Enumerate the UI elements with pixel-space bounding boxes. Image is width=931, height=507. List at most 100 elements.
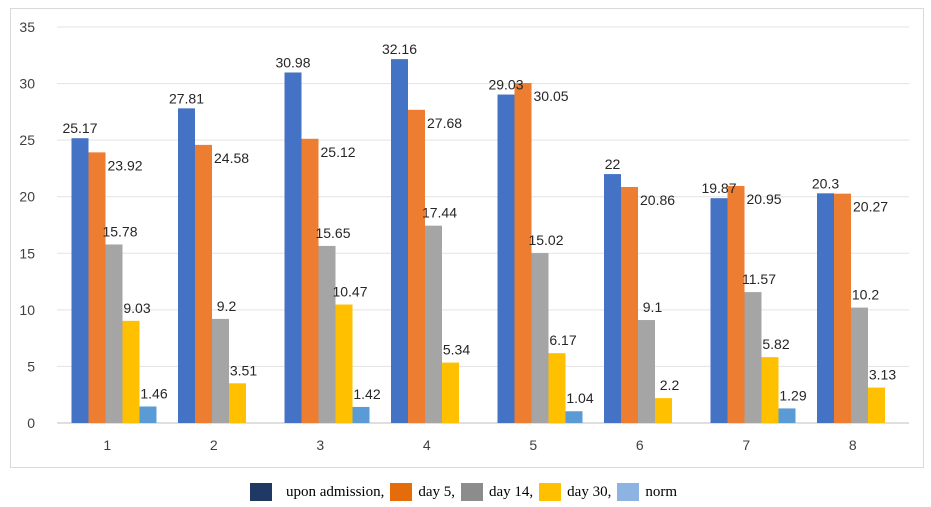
x-tick-label: 7	[742, 437, 750, 453]
data-label-series-4-cat-1: 1.46	[140, 385, 167, 401]
bar-series-0-cat-6	[604, 174, 621, 423]
x-tick-label: 4	[423, 437, 431, 453]
bar-series-3-cat-8	[868, 387, 885, 423]
x-tick-label: 8	[849, 437, 857, 453]
data-label-series-2-cat-3: 15.65	[315, 225, 350, 241]
bar-series-3-cat-5	[548, 353, 566, 423]
data-label-series-2-cat-2: 9.2	[217, 298, 237, 314]
bar-series-3-cat-4	[442, 362, 459, 423]
data-label-series-2-cat-8: 10.2	[852, 287, 879, 303]
data-label-series-1-cat-5: 30.05	[534, 88, 569, 104]
y-tick-label: 30	[19, 76, 35, 92]
legend-item-day-30: day 30,	[539, 483, 615, 501]
bar-series-1-cat-7	[727, 185, 745, 423]
legend-swatch-day-30	[539, 483, 562, 501]
data-label-series-3-cat-3: 10.47	[332, 284, 367, 300]
data-label-series-2-cat-7: 11.57	[742, 271, 776, 287]
data-label-series-2-cat-6: 9.1	[643, 299, 663, 315]
bar-series-4-cat-5	[565, 411, 583, 423]
bar-series-3-cat-6	[655, 398, 672, 423]
data-label-series-0-cat-1: 25.17	[62, 120, 97, 136]
data-label-series-3-cat-8: 3.13	[869, 367, 896, 383]
legend-label-norm: norm	[645, 483, 678, 500]
data-label-series-0-cat-8: 20.3	[812, 175, 839, 191]
data-label-series-2-cat-4: 17.44	[422, 205, 457, 221]
data-label-series-3-cat-2: 3.51	[230, 362, 257, 378]
y-tick-label: 10	[19, 302, 35, 318]
data-label-series-1-cat-1: 23.92	[108, 157, 143, 173]
bar-series-3-cat-1	[122, 320, 140, 423]
data-label-series-1-cat-6: 20.86	[640, 192, 675, 208]
legend-swatch-day-5	[390, 483, 413, 501]
data-label-series-0-cat-7: 19.87	[701, 180, 736, 196]
legend-swatch-upon-admission	[249, 483, 272, 501]
legend-label-day-5: day 5,	[418, 483, 455, 500]
data-label-series-0-cat-3: 30.98	[275, 54, 310, 70]
data-label-series-4-cat-7: 1.29	[779, 387, 806, 403]
data-label-series-3-cat-6: 2.2	[660, 377, 680, 393]
y-tick-label: 20	[19, 189, 35, 205]
x-tick-label: 1	[103, 437, 111, 453]
bar-series-2-cat-1	[105, 244, 123, 423]
bar-series-2-cat-2	[212, 318, 229, 423]
legend-item-day-14: day 14,	[461, 483, 537, 501]
bar-series-2-cat-6	[638, 320, 655, 423]
data-label-series-3-cat-7: 5.82	[762, 336, 789, 352]
data-label-series-0-cat-4: 32.16	[382, 41, 417, 57]
x-tick-label: 3	[316, 437, 324, 453]
y-tick-label: 0	[27, 415, 35, 431]
data-label-series-4-cat-5: 1.04	[566, 390, 593, 406]
bar-series-0-cat-2	[178, 108, 195, 423]
bar-series-1-cat-8	[834, 193, 851, 423]
data-label-series-1-cat-7: 20.95	[747, 191, 782, 207]
y-tick-label: 25	[19, 132, 35, 148]
bar-series-1-cat-1	[88, 152, 106, 423]
legend: upon admission, day 5, day 14, day 30, n…	[0, 481, 931, 503]
bar-series-4-cat-7	[778, 408, 796, 423]
bar-series-3-cat-7	[761, 357, 779, 423]
data-labels: 25.17 27.81 30.98 32.16 29.03 22 19.87 20.3 23.9…	[62, 41, 896, 406]
data-label-series-0-cat-6: 22	[605, 156, 621, 172]
bar-series-0-cat-3	[284, 72, 302, 423]
data-label-series-0-cat-5: 29.03	[488, 77, 523, 93]
bar-series-1-cat-2	[195, 144, 212, 424]
bar-series-0-cat-8	[817, 193, 834, 423]
data-label-series-3-cat-5: 6.17	[549, 332, 576, 348]
legend-swatch-day-14	[461, 483, 483, 501]
bar-series-1-cat-3	[301, 138, 319, 423]
bar-series-2-cat-3	[318, 245, 336, 423]
bars	[71, 59, 885, 424]
data-label-series-1-cat-8: 20.27	[853, 199, 888, 215]
bar-series-1-cat-6	[621, 186, 638, 423]
bar-series-2-cat-5	[531, 253, 549, 423]
legend-item-upon-admission: upon admission,	[249, 483, 388, 501]
bar-series-3-cat-3	[335, 304, 353, 423]
bar-series-2-cat-7	[744, 292, 762, 423]
bar-series-3-cat-2	[229, 383, 246, 423]
bar-series-0-cat-5	[497, 94, 515, 423]
legend-swatch-norm	[617, 483, 640, 501]
data-label-series-1-cat-2: 24.58	[214, 150, 249, 166]
data-label-series-1-cat-3: 25.12	[321, 144, 356, 160]
y-tick-label: 15	[19, 245, 35, 261]
bar-series-1-cat-4	[408, 109, 425, 424]
legend-item-norm: norm	[617, 483, 681, 501]
data-label-series-0-cat-2: 27.81	[169, 90, 204, 106]
bar-series-4-cat-3	[352, 406, 370, 423]
legend-item-day-5: day 5,	[390, 483, 459, 501]
x-tick-label: 2	[210, 437, 218, 453]
data-label-series-3-cat-1: 9.03	[123, 300, 150, 316]
y-tick-label: 5	[27, 358, 35, 374]
bar-series-2-cat-8	[851, 307, 868, 423]
bar-series-0-cat-1	[71, 138, 89, 423]
bar-series-0-cat-4	[391, 59, 408, 424]
bar-series-2-cat-4	[425, 225, 442, 423]
y-tick-label: 35	[19, 19, 35, 35]
axes: 0 5 10 15 20 25 30 35 1 2 3 4 5 6 7 8	[19, 19, 856, 453]
data-label-series-2-cat-5: 15.02	[528, 232, 563, 248]
legend-label-day-14: day 14,	[489, 483, 534, 500]
chart-area: 0 5 10 15 20 25 30 35 1 2 3 4 5 6 7 8 25.17 27.81 30.98 32…	[10, 8, 924, 468]
data-label-series-4-cat-3: 1.42	[353, 386, 380, 402]
x-tick-label: 5	[529, 437, 537, 453]
bar-chart: 0 5 10 15 20 25 30 35 1 2 3 4 5 6 7 8 25.17 27.81 30.98 32…	[19, 19, 909, 453]
